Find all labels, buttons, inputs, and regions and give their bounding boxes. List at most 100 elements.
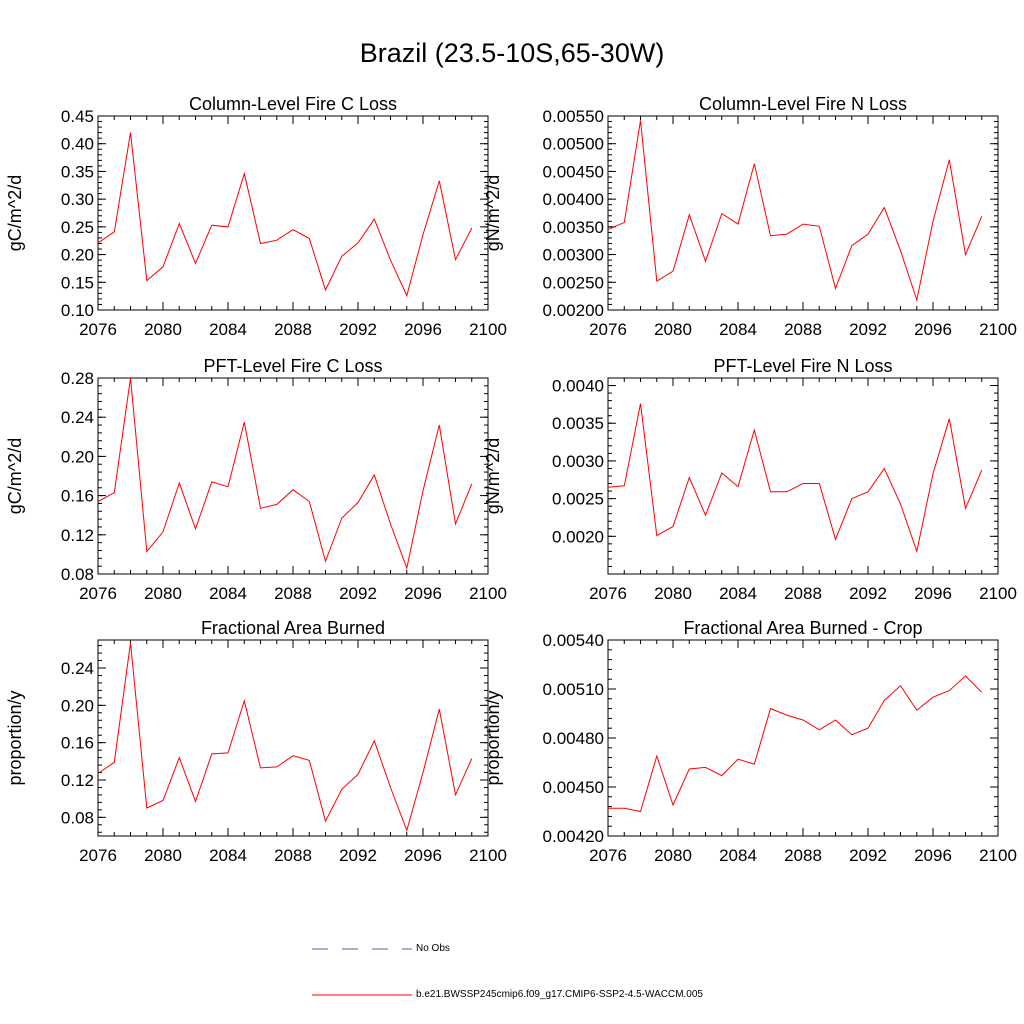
x-tick-label: 2080	[654, 584, 692, 603]
series-line	[608, 675, 983, 813]
y-axis-label: gN/m^2/d	[483, 438, 503, 514]
y-tick-label: 0.20	[61, 447, 94, 466]
x-tick-label: 2088	[274, 846, 312, 865]
x-tick-label: 2100	[979, 584, 1017, 603]
y-tick-label: 0.00350	[543, 218, 604, 237]
panel-4: 2076 2080 2084 2088 2092 2096 2100 0.0020 0.0025…	[483, 356, 1017, 603]
y-axis-label: proportion/y	[5, 690, 25, 785]
y-tick-label: 0.00480	[543, 729, 604, 748]
x-tick-label: 2084	[209, 584, 247, 603]
y-tick-label: 0.00450	[543, 162, 604, 181]
plot-frame	[97, 639, 489, 837]
x-tick-label: 2088	[274, 584, 312, 603]
x-tick-label: 2084	[719, 320, 757, 339]
x-tick-label: 2100	[469, 584, 507, 603]
x-tick-label: 2092	[339, 320, 377, 339]
series-line	[97, 132, 473, 298]
panel-title: PFT-Level Fire N Loss	[713, 356, 892, 376]
y-tick-label: 0.40	[61, 135, 94, 154]
x-tick-label: 2076	[79, 846, 117, 865]
y-tick-label: 0.24	[61, 408, 94, 427]
x-tick-label: 2080	[144, 846, 182, 865]
x-tick-label: 2100	[979, 320, 1017, 339]
panel-title: Column-Level Fire C Loss	[189, 94, 397, 114]
series-line	[97, 642, 473, 832]
panel-title: Column-Level Fire N Loss	[699, 94, 907, 114]
y-tick-label: 0.0025	[552, 490, 604, 509]
x-tick-label: 2080	[654, 846, 692, 865]
y-tick-label: 0.28	[61, 369, 94, 388]
panel-title: PFT-Level Fire C Loss	[203, 356, 382, 376]
x-tick-label: 2080	[144, 320, 182, 339]
x-tick-label: 2084	[209, 320, 247, 339]
x-tick-label: 2096	[404, 320, 442, 339]
x-tick-label: 2076	[79, 320, 117, 339]
x-tick-label: 2088	[784, 584, 822, 603]
x-tick-label: 2088	[274, 320, 312, 339]
y-axis-label: proportion/y	[483, 690, 503, 785]
y-tick-label: 0.25	[61, 218, 94, 237]
y-tick-label: 0.10	[61, 301, 94, 320]
y-tick-label: 0.00550	[543, 107, 604, 126]
panel-5: 2076 2080 2084 2088 2092 2096 2100 0.08 0.12 0.16…	[5, 618, 507, 865]
y-axis-label: gC/m^2/d	[5, 438, 25, 514]
y-tick-label: 0.08	[61, 565, 94, 584]
x-tick-label: 2092	[339, 846, 377, 865]
x-tick-label: 2080	[654, 320, 692, 339]
figure-title: Brazil (23.5-10S,65-30W)	[359, 38, 665, 68]
y-tick-label: 0.00400	[543, 190, 604, 209]
y-tick-label: 0.00200	[543, 301, 604, 320]
x-tick-label: 2096	[914, 320, 952, 339]
plot-frame	[607, 115, 999, 311]
y-tick-label: 0.0035	[552, 414, 604, 433]
panel-2: 2076 2080 2084 2088 2092 2096 2100 0.00200 0.002…	[483, 94, 1017, 339]
y-tick-label: 0.20	[61, 246, 94, 265]
y-tick-label: 0.00500	[543, 135, 604, 154]
y-tick-label: 0.24	[61, 659, 94, 678]
y-tick-label: 0.12	[61, 526, 94, 545]
panel-6: 2076 2080 2084 2088 2092 2096 2100 0.00420 0.004…	[483, 618, 1017, 865]
y-tick-label: 0.30	[61, 190, 94, 209]
panel-3: 2076 2080 2084 2088 2092 2096 2100 0.08 0.12 0.16…	[5, 356, 507, 603]
plot-frame	[97, 377, 489, 575]
x-tick-label: 2076	[589, 846, 627, 865]
panel-title: Fractional Area Burned - Crop	[683, 618, 922, 638]
y-tick-label: 0.0020	[552, 527, 604, 546]
series-line	[607, 403, 983, 554]
y-tick-label: 0.00420	[543, 827, 604, 846]
x-tick-label: 2076	[79, 584, 117, 603]
series-line	[607, 120, 983, 302]
panel-1: 2076 2080 2084 2088 2092 2096 2100 0.10 0.15 0.20…	[5, 94, 507, 339]
x-tick-label: 2092	[849, 584, 887, 603]
y-tick-label: 0.0030	[552, 452, 604, 471]
x-tick-label: 2100	[469, 846, 507, 865]
y-tick-label: 0.0040	[552, 377, 604, 396]
y-tick-label: 0.16	[61, 734, 94, 753]
y-tick-label: 0.00250	[543, 273, 604, 292]
x-tick-label: 2092	[339, 584, 377, 603]
x-tick-label: 2084	[719, 584, 757, 603]
x-tick-label: 2084	[209, 846, 247, 865]
series-line	[97, 377, 473, 570]
x-tick-label: 2096	[914, 584, 952, 603]
x-tick-label: 2100	[979, 846, 1017, 865]
y-tick-label: 0.00300	[543, 246, 604, 265]
x-tick-label: 2080	[144, 584, 182, 603]
y-tick-label: 0.12	[61, 771, 94, 790]
x-tick-label: 2076	[589, 320, 627, 339]
y-tick-label: 0.00540	[543, 631, 604, 650]
x-tick-label: 2088	[784, 320, 822, 339]
y-tick-label: 0.00510	[543, 680, 604, 699]
panel-title: Fractional Area Burned	[201, 618, 385, 638]
x-tick-label: 2100	[469, 320, 507, 339]
x-tick-label: 2076	[589, 584, 627, 603]
y-tick-label: 0.20	[61, 696, 94, 715]
x-tick-label: 2096	[404, 846, 442, 865]
plot-frame	[607, 639, 999, 837]
y-axis-label: gC/m^2/d	[5, 175, 25, 251]
x-tick-label: 2092	[849, 846, 887, 865]
x-tick-label: 2096	[914, 846, 952, 865]
y-tick-label: 0.35	[61, 162, 94, 181]
x-tick-label: 2084	[719, 846, 757, 865]
